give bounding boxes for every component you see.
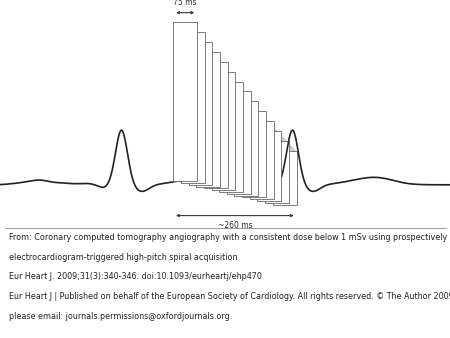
Text: From: Coronary computed tomography angiography with a consistent dose below 1 mS: From: Coronary computed tomography angio… [9, 233, 447, 242]
Bar [265, 141, 289, 203]
Text: Eur Heart J | Published on behalf of the European Society of Cardiology. All rig: Eur Heart J | Published on behalf of the… [9, 292, 450, 301]
Bar [173, 22, 197, 181]
Polygon shape [173, 22, 297, 205]
Bar [196, 52, 220, 187]
Bar [242, 112, 266, 197]
Text: Eur Heart J. 2009;31(3):340-346. doi:10.1093/eurheartj/ehp470: Eur Heart J. 2009;31(3):340-346. doi:10.… [9, 272, 262, 282]
Bar [273, 151, 297, 205]
Bar [204, 62, 228, 188]
Text: please email: journals.permissions@oxfordjournals.org.: please email: journals.permissions@oxfor… [9, 312, 232, 321]
Text: 75 ms: 75 ms [173, 0, 197, 7]
Text: ~260 ms: ~260 ms [218, 221, 252, 230]
Bar [257, 131, 281, 201]
Bar [227, 92, 251, 194]
Bar [212, 72, 235, 190]
Bar [219, 81, 243, 192]
Bar [181, 32, 205, 183]
Text: electrocardiogram-triggered high-pitch spiral acquisition: electrocardiogram-triggered high-pitch s… [9, 253, 238, 262]
Bar [189, 42, 212, 185]
Bar [250, 121, 274, 199]
Bar [234, 101, 258, 196]
